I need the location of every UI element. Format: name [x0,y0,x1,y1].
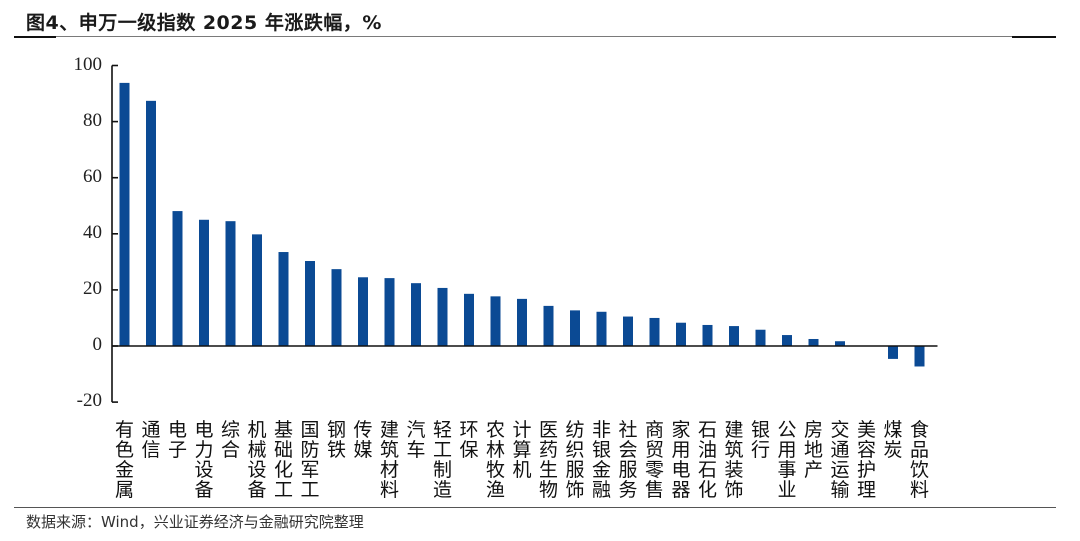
x-tick-label: 综合 [220,419,240,461]
bar [888,346,898,359]
bar [517,298,527,346]
bar [596,311,607,346]
x-tick-label: 公用事业 [777,419,797,501]
bar [914,346,925,367]
x-tick-label: 房地产 [803,419,823,481]
x-tick-label: 电力设备 [194,419,214,501]
bar [225,221,236,346]
bar [199,219,209,346]
x-tick-label: 钢铁 [326,419,346,461]
x-tick-label: 交通运输 [830,419,850,501]
x-tick-label: 石油石化 [697,419,717,501]
x-tick-label: 煤炭 [883,419,903,461]
y-tick-label: -20 [76,390,102,412]
title-divider [14,36,1056,37]
bar [305,261,315,346]
bar [437,287,448,346]
bar [411,283,421,346]
x-tick-label: 美容护理 [856,419,876,501]
x-tick-label: 商贸零售 [644,419,664,501]
chart-plot-area [111,64,938,403]
bar [676,322,686,346]
bar [782,335,792,346]
bar [729,326,739,346]
x-tick-label: 轻工制造 [432,419,452,501]
bar [358,277,368,346]
x-tick-label: 通信 [141,419,161,461]
x-tick-label: 非银金融 [591,419,611,501]
bar [570,310,580,346]
x-tick-label: 电子 [167,419,187,461]
bar [755,329,766,346]
y-tick-label: 80 [83,109,102,131]
x-tick-label: 环保 [459,419,479,461]
x-tick-label: 农林牧渔 [485,419,505,501]
x-tick-label: 家用电器 [671,419,691,501]
x-tick-label: 社会服务 [618,419,638,501]
y-tick-label: 60 [83,165,102,187]
source-note: 数据来源：Wind，兴业证券经济与金融研究院整理 [26,513,364,531]
bar [172,211,183,346]
bar [623,316,633,346]
bar [702,324,713,346]
x-tick-label: 医药生物 [538,419,558,501]
bar [384,278,395,346]
x-tick-label: 传媒 [353,419,373,461]
x-tick-label: 汽车 [406,419,426,461]
y-tick-label: 0 [92,334,103,355]
bar [490,296,501,346]
x-tick-label: 建筑材料 [379,419,399,501]
bar [331,269,342,346]
x-tick-label: 计算机 [512,419,532,481]
bar [464,293,474,346]
x-tick-label: 食品饮料 [909,419,929,501]
x-tick-label: 国防军工 [300,419,320,501]
x-tick-label: 机械设备 [247,419,267,501]
bar [252,234,262,346]
bar [835,341,845,346]
title-divider-accent-right [1012,36,1056,38]
bar [119,82,130,347]
bar-chart: 100 80 60 40 20 0 -20 有色金属通信电子电力设备综合机械设备基础化工国防军… [0,40,1080,510]
bar [649,317,660,346]
y-tick-label: 100 [73,53,103,75]
x-tick-label: 纺织服饰 [565,419,585,501]
footer-divider [14,507,1056,508]
y-tick-label: 20 [83,277,102,299]
chart-title: 图4、申万一级指数 2025 年涨跌幅，% [26,12,382,34]
bar [278,252,289,346]
x-tick-label: 有色金属 [114,419,134,501]
y-tick-label: 40 [83,221,102,243]
title-divider-accent-left [14,36,56,38]
bar [808,338,819,346]
x-tick-label: 基础化工 [273,419,293,501]
x-tick-label: 建筑装饰 [724,419,744,501]
bar [543,305,554,346]
x-tick-label: 银行 [750,419,770,461]
bar [146,100,156,346]
